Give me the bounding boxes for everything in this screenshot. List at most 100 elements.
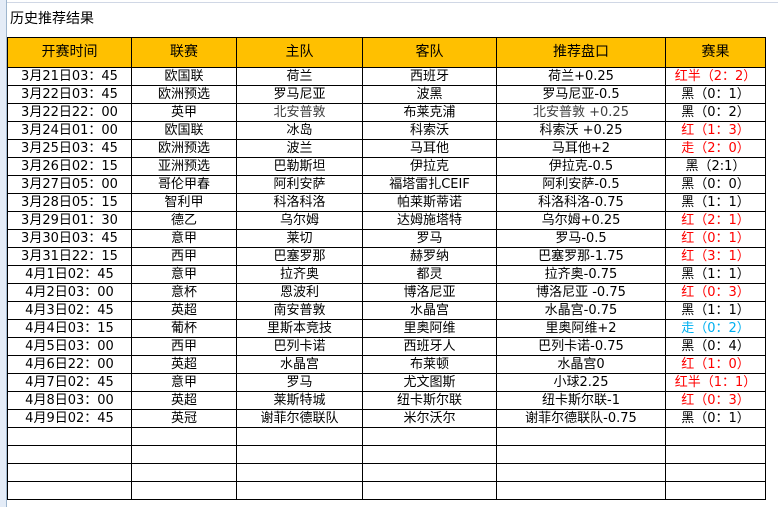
cell-away[interactable]: 米尔沃尔	[362, 409, 497, 428]
cell-pick[interactable]: 罗马-0.5	[496, 229, 666, 248]
cell-away[interactable]: 科索沃	[362, 121, 497, 140]
cell-away[interactable]: 里奥阿维	[362, 319, 497, 338]
cell-time[interactable]: 4月2日03：00	[7, 283, 132, 302]
empty-cell[interactable]	[236, 427, 363, 446]
cell-league[interactable]: 西甲	[131, 337, 237, 356]
cell-pick[interactable]: 巴塞罗那-1.75	[496, 247, 666, 266]
cell-result[interactable]: 红（0：3）	[665, 283, 766, 302]
cell-league[interactable]: 意杯	[131, 283, 237, 302]
cell-league[interactable]: 亚洲预选	[131, 157, 237, 176]
cell-pick[interactable]: 纽卡斯尔联-1	[496, 391, 666, 410]
cell-result[interactable]: 红（1：0）	[665, 355, 766, 374]
cell-league[interactable]: 英超	[131, 301, 237, 320]
cell-league[interactable]: 哥伦甲春	[131, 175, 237, 194]
cell-away[interactable]: 纽卡斯尔联	[362, 391, 497, 410]
empty-cell[interactable]	[665, 427, 766, 446]
empty-cell[interactable]	[362, 445, 497, 464]
cell-time[interactable]: 3月25日03：45	[7, 139, 132, 158]
cell-pick[interactable]: 里奥阿维+2	[496, 319, 666, 338]
cell-pick[interactable]: 科索沃 +0.25	[496, 121, 666, 140]
cell-pick[interactable]: 伊拉克-0.5	[496, 157, 666, 176]
cell-home[interactable]: 波兰	[236, 139, 363, 158]
cell-result[interactable]: 黑（1：1）	[665, 193, 766, 212]
cell-league[interactable]: 智利甲	[131, 193, 237, 212]
cell-away[interactable]: 布莱顿	[362, 355, 497, 374]
cell-league[interactable]: 欧国联	[131, 121, 237, 140]
cell-home[interactable]: 里斯本竞技	[236, 319, 363, 338]
cell-away[interactable]: 博洛尼亚	[362, 283, 497, 302]
cell-home[interactable]: 冰岛	[236, 121, 363, 140]
cell-time[interactable]: 3月22日22：00	[7, 103, 132, 122]
cell-away[interactable]: 赫罗纳	[362, 247, 497, 266]
cell-home[interactable]: 拉齐奥	[236, 265, 363, 284]
cell-result[interactable]: 黑（0：4）	[665, 337, 766, 356]
cell-time[interactable]: 3月30日03：45	[7, 229, 132, 248]
cell-league[interactable]: 欧洲预选	[131, 139, 237, 158]
header-time[interactable]: 开赛时间	[7, 37, 132, 68]
cell-time[interactable]: 3月28日05：15	[7, 193, 132, 212]
cell-result[interactable]: 黑（0：1）	[665, 85, 766, 104]
cell-away[interactable]: 马耳他	[362, 139, 497, 158]
cell-away[interactable]: 西班牙	[362, 67, 497, 86]
cell-home[interactable]: 北安普敦	[236, 103, 363, 122]
cell-time[interactable]: 4月9日02：45	[7, 409, 132, 428]
cell-result[interactable]: 红（0：1）	[665, 229, 766, 248]
cell-league[interactable]: 英超	[131, 355, 237, 374]
empty-cell[interactable]	[7, 445, 132, 464]
cell-result[interactable]: 红（2：1）	[665, 211, 766, 230]
cell-pick[interactable]: 水晶宫0	[496, 355, 666, 374]
cell-time[interactable]: 4月1日02：45	[7, 265, 132, 284]
empty-cell[interactable]	[236, 445, 363, 464]
cell-time[interactable]: 3月29日01：30	[7, 211, 132, 230]
empty-cell[interactable]	[7, 463, 132, 482]
cell-result[interactable]: 黑（1：1）	[665, 265, 766, 284]
cell-away[interactable]: 水晶宫	[362, 301, 497, 320]
empty-cell[interactable]	[665, 445, 766, 464]
cell-home[interactable]: 罗马	[236, 373, 363, 392]
header-result[interactable]: 赛果	[665, 37, 766, 68]
cell-home[interactable]: 南安普敦	[236, 301, 363, 320]
cell-result[interactable]: 走（2：0）	[665, 139, 766, 158]
cell-home[interactable]: 莱切	[236, 229, 363, 248]
cell-home[interactable]: 乌尔姆	[236, 211, 363, 230]
cell-league[interactable]: 英超	[131, 391, 237, 410]
header-away[interactable]: 客队	[362, 37, 497, 68]
cell-home[interactable]: 巴勒斯坦	[236, 157, 363, 176]
cell-time[interactable]: 3月27日05：00	[7, 175, 132, 194]
cell-result[interactable]: 走（0：2）	[665, 319, 766, 338]
cell-pick[interactable]: 阿利安萨-0.5	[496, 175, 666, 194]
cell-league[interactable]: 欧国联	[131, 67, 237, 86]
cell-result[interactable]: 红（1：3）	[665, 121, 766, 140]
cell-home[interactable]: 阿利安萨	[236, 175, 363, 194]
cell-time[interactable]: 4月5日03：00	[7, 337, 132, 356]
cell-time[interactable]: 3月21日03：45	[7, 67, 132, 86]
cell-result[interactable]: 黑（1：1）	[665, 301, 766, 320]
cell-result[interactable]: 红半（1：1）	[665, 373, 766, 392]
empty-cell[interactable]	[131, 463, 237, 482]
cell-away[interactable]: 布莱克浦	[362, 103, 497, 122]
cell-league[interactable]: 英甲	[131, 103, 237, 122]
cell-result[interactable]: 黑（0：2）	[665, 103, 766, 122]
cell-pick[interactable]: 博洛尼亚 -0.75	[496, 283, 666, 302]
header-home[interactable]: 主队	[236, 37, 363, 68]
empty-cell[interactable]	[131, 427, 237, 446]
empty-cell[interactable]	[7, 427, 132, 446]
cell-away[interactable]: 达姆施塔特	[362, 211, 497, 230]
cell-time[interactable]: 4月8日03：00	[7, 391, 132, 410]
cell-pick[interactable]: 科洛科洛-0.75	[496, 193, 666, 212]
empty-cell[interactable]	[236, 463, 363, 482]
header-league[interactable]: 联赛	[131, 37, 237, 68]
cell-result[interactable]: 黑（0：1）	[665, 409, 766, 428]
cell-away[interactable]: 罗马	[362, 229, 497, 248]
empty-cell[interactable]	[362, 481, 497, 500]
empty-cell[interactable]	[496, 481, 666, 500]
cell-pick[interactable]: 巴列卡诺-0.75	[496, 337, 666, 356]
cell-time[interactable]: 4月3日02：45	[7, 301, 132, 320]
cell-league[interactable]: 葡杯	[131, 319, 237, 338]
cell-home[interactable]: 巴列卡诺	[236, 337, 363, 356]
cell-pick[interactable]: 罗马尼亚-0.5	[496, 85, 666, 104]
cell-away[interactable]: 尤文图斯	[362, 373, 497, 392]
empty-cell[interactable]	[665, 481, 766, 500]
empty-cell[interactable]	[362, 427, 497, 446]
empty-cell[interactable]	[131, 445, 237, 464]
